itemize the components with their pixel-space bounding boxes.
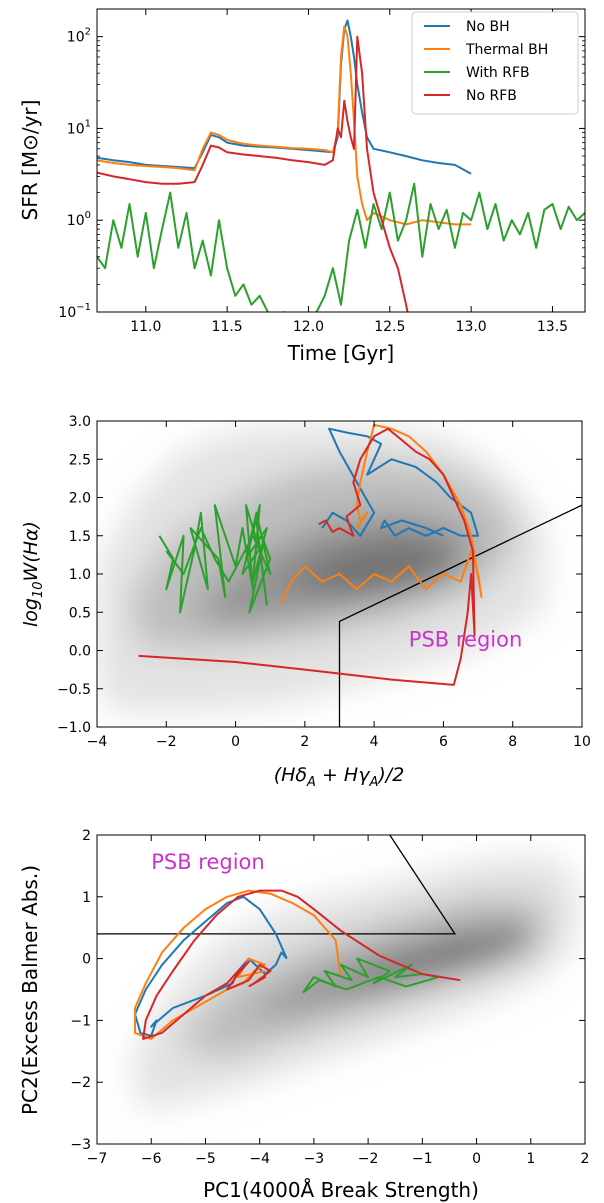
log-minor-ticks <box>97 40 585 285</box>
x-tick-label: 12.0 <box>293 319 324 335</box>
psb-region-label: PSB region <box>409 628 523 652</box>
y-tick-label: 10−1 <box>58 302 91 321</box>
y-tick-label: 101 <box>67 118 91 137</box>
panel-pca: −7 −6 −5 −4 −3 −2 −1 0 1 2 −3 −2 −1 0 1 2 PSB region PC… <box>18 828 589 1202</box>
x-tick-label: −5 <box>195 1151 216 1167</box>
y-axis-label: log10W(Hα) <box>20 521 46 627</box>
x-tick-label: −2 <box>358 1151 379 1167</box>
x-tick-label: −3 <box>304 1151 325 1167</box>
x-tick-label: 13.0 <box>456 319 487 335</box>
y-tick-label: 100 <box>67 210 91 229</box>
y-tick-label: 1 <box>82 890 91 906</box>
axis-ticks: −4 −2 0 2 4 6 8 10 −1.0 −0.5 0.0 0.5 1.0 1.5 2.0 2.5 3.0 <box>57 414 591 750</box>
x-tick-label: 12.5 <box>374 319 405 335</box>
legend-label-no-rfb: No RFB <box>466 88 517 104</box>
x-tick-label: 0 <box>231 734 240 750</box>
legend-box <box>411 11 579 115</box>
legend: No BH Thermal BH With RFB No RFB <box>411 11 579 115</box>
series-line-with-rfb <box>302 957 440 994</box>
x-tick-label: −7 <box>87 1151 108 1167</box>
x-tick-label: 4 <box>370 734 379 750</box>
x-tick-label: 6 <box>439 734 448 750</box>
series-line-no-rfb <box>138 427 476 686</box>
x-axis-label: PC1(4000Å Break Strength) <box>203 1178 479 1202</box>
psb-boundary-line <box>97 835 457 935</box>
y-axis-label: SFR [M⊙/yr] <box>18 100 42 221</box>
x-tick-label: 2 <box>581 1151 590 1167</box>
y-tick-label: 0 <box>82 952 91 968</box>
y-tick-label: 1.5 <box>69 529 91 545</box>
x-tick-label: −2 <box>156 734 177 750</box>
y-tick-label: −1 <box>70 1013 91 1029</box>
legend-label-with-rfb: With RFB <box>466 65 530 81</box>
legend-label-thermal-bh: Thermal BH <box>465 42 548 58</box>
x-axis-label: Time [Gyr] <box>287 341 394 365</box>
density-background <box>130 855 578 1110</box>
psb-boundary-line <box>338 504 582 727</box>
x-tick-label: −1 <box>412 1151 433 1167</box>
axis-ticks: −7 −6 −5 −4 −3 −2 −1 0 1 2 −3 −2 −1 0 1 2 <box>70 828 589 1167</box>
x-tick-label: 0 <box>472 1151 481 1167</box>
x-tick-label: 11.0 <box>130 319 161 335</box>
y-tick-label: 1.0 <box>69 567 91 583</box>
series-line-with-rfb <box>158 504 272 614</box>
y-tick-label: −1.0 <box>57 720 91 736</box>
series-line-with-rfb <box>97 182 585 312</box>
series-line-no-rfb <box>97 35 409 312</box>
y-tick-label: −3 <box>70 1137 91 1153</box>
plot-frame <box>96 834 586 1145</box>
plot-frame <box>96 8 586 313</box>
y-tick-label: 102 <box>67 27 91 46</box>
y-tick-label: 2.5 <box>69 452 91 468</box>
y-tick-label: 0.5 <box>69 605 91 621</box>
panel-halpha-vs-hdelta: −4 −2 0 2 4 6 8 10 −1.0 −0.5 0.0 0.5 1.0 1.5 2.0 2.5 3.0… <box>20 414 591 790</box>
y-tick-label: 3.0 <box>69 414 91 430</box>
x-tick-label: 13.5 <box>537 319 568 335</box>
legend-label-no-bh: No BH <box>466 19 510 35</box>
x-tick-label: 8 <box>508 734 517 750</box>
y-tick-label: 0.0 <box>69 644 91 660</box>
x-tick-label: 1 <box>526 1151 535 1167</box>
trajectory-group <box>138 423 582 727</box>
x-tick-label: −6 <box>141 1151 162 1167</box>
sfr-series-group <box>97 19 585 312</box>
x-tick-label: −4 <box>87 734 108 750</box>
x-tick-label: 10 <box>573 734 591 750</box>
x-axis-label: (HδA + HγA)/2 <box>274 764 405 790</box>
series-line-thermal-bh <box>279 423 483 606</box>
series-line-no-rfb <box>142 889 461 1040</box>
x-tick-label: 2 <box>300 734 309 750</box>
x-tick-label: −4 <box>249 1151 270 1167</box>
y-axis-label: PC2(Excess Balmer Abs.) <box>18 865 42 1115</box>
trajectory-group <box>97 835 461 1040</box>
x-tick-label: 11.5 <box>212 319 243 335</box>
series-line-no-bh <box>321 427 480 537</box>
psb-region-label: PSB region <box>151 850 265 874</box>
panel-sfr-history: 11.0 11.5 12.0 12.5 13.0 13.5 10−1 100 101 102 Ti… <box>18 8 586 365</box>
y-tick-label: 2 <box>82 828 91 844</box>
y-tick-label: −2 <box>70 1075 91 1091</box>
y-tick-label: 2.0 <box>69 491 91 507</box>
y-tick-label: −0.5 <box>57 682 91 698</box>
